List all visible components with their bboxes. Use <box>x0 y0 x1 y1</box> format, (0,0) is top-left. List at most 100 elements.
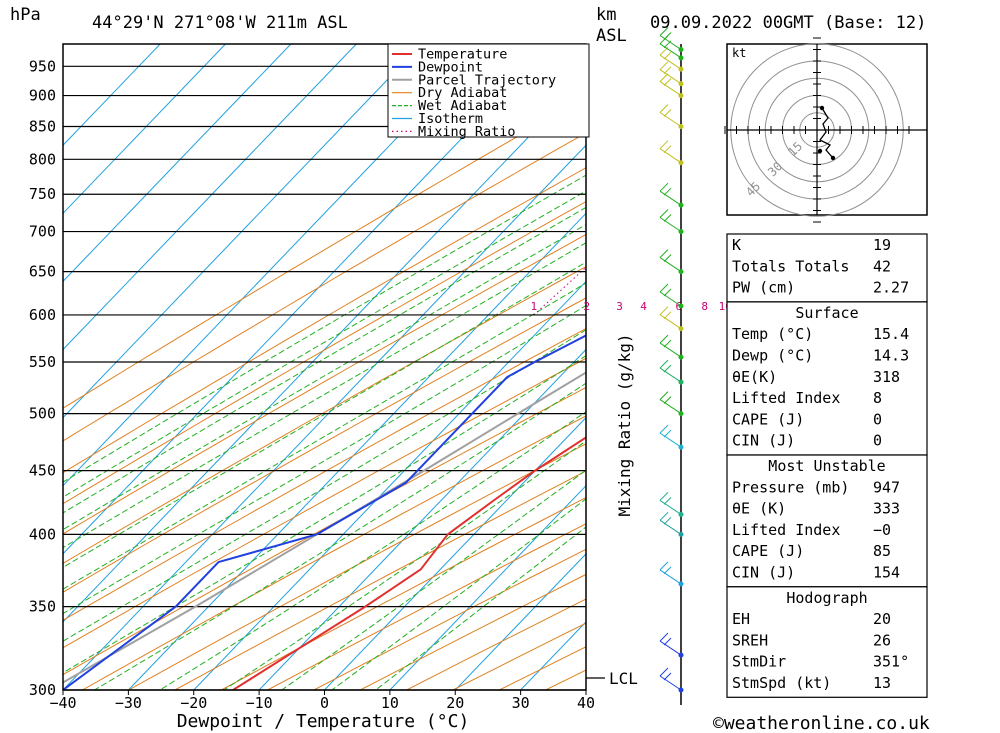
wind-level-dot <box>678 229 684 235</box>
hodograph-stats-row-label: StmSpd (kt) <box>732 674 831 692</box>
pressure-tick-label: 950 <box>29 57 56 75</box>
hodograph-stats-row-label: SREH <box>732 631 768 649</box>
wet-adiabat-line <box>63 190 586 498</box>
wind-level-dot <box>678 531 684 537</box>
hodograph-stats-row-label: EH <box>732 610 750 628</box>
plot-frame <box>62 43 587 691</box>
legend-label: Dry Adiabat <box>418 85 507 101</box>
hodograph-stats-row-value: 351° <box>873 653 909 671</box>
wind-barb <box>659 249 682 273</box>
wind-level-dot <box>678 93 684 99</box>
isotherm-line <box>63 44 553 555</box>
temperature-tick-label: 20 <box>446 694 464 712</box>
pressure-tick-label: 750 <box>29 185 56 203</box>
wind-level-dot <box>678 511 684 517</box>
surface-row-label: CAPE (J) <box>732 410 804 428</box>
surface-row-label: CIN (J) <box>732 432 795 450</box>
dry-adiabat-line <box>128 443 586 690</box>
most-unstable-row-label: θE (K) <box>732 500 786 518</box>
lcl-label: LCL <box>609 669 638 688</box>
most-unstable-row-label: CAPE (J) <box>732 542 804 560</box>
wet-adiabat-line <box>63 282 586 590</box>
temperature-tick-label: −10 <box>246 694 273 712</box>
wind-barb <box>659 632 682 656</box>
mixing-ratio-label: 4 <box>640 300 647 313</box>
hodograph-stats-row-value: 20 <box>873 610 891 628</box>
pressure-tick-label: 350 <box>29 598 56 616</box>
wind-level-dot <box>678 123 684 129</box>
wind-barb <box>659 561 682 585</box>
location-title: 44°29'N 271°08'W 211m ASL <box>92 13 348 33</box>
temperature-tick-label: 30 <box>512 694 530 712</box>
hodograph-trace <box>819 107 834 159</box>
temperature-tick-label: −30 <box>115 694 142 712</box>
dry-adiabat-line <box>63 167 586 474</box>
dry-adiabat-line <box>221 497 586 690</box>
wind-level-dot <box>678 326 684 332</box>
temperature-tick-label: −20 <box>180 694 207 712</box>
dry-adiabat-line <box>63 297 586 593</box>
wind-level-dot <box>678 160 684 166</box>
hodograph-point <box>819 105 825 111</box>
isotherm-line <box>63 44 292 283</box>
surface-row-label: Temp (°C) <box>732 325 813 343</box>
wind-level-dot <box>678 687 684 693</box>
dry-adiabat-line <box>82 415 586 690</box>
indices-row-label: PW (cm) <box>732 279 795 297</box>
pressure-tick-label: 450 <box>29 462 56 480</box>
hpa-unit-label: hPa <box>10 5 41 25</box>
surface-row-label: θE(K) <box>732 368 777 386</box>
surface-row-label: Dewp (°C) <box>732 347 813 365</box>
surface-row-value: 8 <box>873 389 882 407</box>
wind-barb <box>659 27 682 50</box>
surface-row-label: Lifted Index <box>732 389 840 407</box>
legend-label: Mixing Ratio <box>418 124 516 140</box>
pressure-tick-label: 500 <box>29 405 56 423</box>
wind-barb <box>659 424 682 448</box>
surface-row-value: 14.3 <box>873 347 909 365</box>
pressure-tick-label: 600 <box>29 306 56 324</box>
pressure-tick-label: 650 <box>29 263 56 281</box>
dry-adiabat-line <box>63 233 586 535</box>
wind-barb <box>659 511 682 535</box>
asl-unit-label: ASL <box>596 26 627 46</box>
most-unstable-row-value: 333 <box>873 500 900 518</box>
surface-row-value: 318 <box>873 368 900 386</box>
dry-adiabat-line <box>63 357 586 649</box>
temperature-tick-label: −40 <box>49 694 76 712</box>
wind-level-dot <box>678 411 684 417</box>
isotherm-line <box>63 76 586 623</box>
wind-level-dot <box>678 379 684 385</box>
wind-level-dot <box>678 354 684 360</box>
temperature-tick-label: 40 <box>577 694 595 712</box>
surface-row-value: 0 <box>873 432 882 450</box>
pressure-tick-label: 700 <box>29 223 56 241</box>
wind-profile: LCL <box>586 27 684 705</box>
wind-level-dot <box>678 269 684 275</box>
wet-adiabat-line <box>63 174 586 483</box>
wind-barb <box>659 334 682 358</box>
y-axis-ticks: 300 350 400 450 500 550 600 650 700 750 800 850 900 9… <box>29 57 56 699</box>
wind-level-dot <box>678 55 684 61</box>
isotherm-line <box>63 44 226 215</box>
wind-barb <box>659 306 682 330</box>
isotherm-line <box>63 144 586 690</box>
profile-lines <box>63 334 586 690</box>
wind-barb <box>659 73 682 97</box>
wet-adiabat-line <box>63 242 586 549</box>
wind-barb <box>659 182 682 206</box>
wind-barb <box>659 492 682 515</box>
legend-label: Wet Adiabat <box>418 98 507 114</box>
temperature-profile <box>232 436 586 690</box>
x-axis-label: Dewpoint / Temperature (°C) <box>177 711 470 732</box>
wind-level-dot <box>678 202 684 208</box>
most-unstable-title: Most Unstable <box>768 457 885 475</box>
dry-adiabat-line <box>63 201 586 505</box>
isotherm-line <box>63 44 488 487</box>
isotherm-line <box>454 553 586 690</box>
isotherm-line <box>324 416 586 690</box>
temperature-tick-label: 10 <box>381 694 399 712</box>
wind-level-dot <box>678 444 684 450</box>
wind-level-dot <box>678 46 684 52</box>
